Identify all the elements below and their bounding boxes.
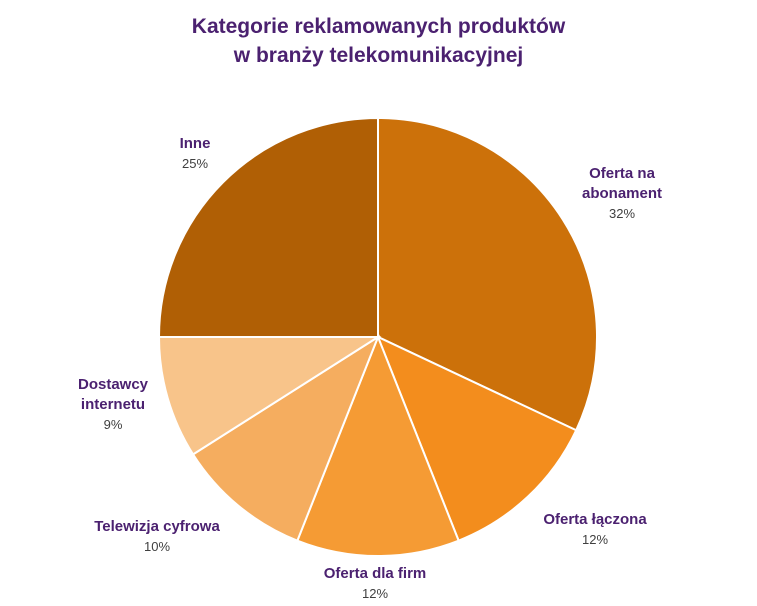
slice-label-3: Oferta dla firm 12% — [324, 565, 427, 601]
slice-label-5: Dostawcy internetu 9% — [78, 376, 149, 432]
chart-title-line-2: w branży telekomunikacyjnej — [233, 44, 524, 67]
slice-label-percent: 12% — [582, 532, 608, 547]
slice-label-name: internetu — [81, 396, 145, 413]
slice-label-percent: 9% — [104, 417, 123, 432]
slice-label-percent: 25% — [182, 156, 208, 171]
chart-title-line-1: Kategorie reklamowanych produktów — [191, 15, 566, 38]
chart-title: Kategorie reklamowanych produktów w bran… — [0, 12, 757, 70]
slice-label-name: Dostawcy — [78, 376, 149, 393]
slice-label-percent: 12% — [362, 586, 388, 601]
slice-label-name: Oferta łączona — [543, 511, 647, 528]
pie-slices — [157, 116, 598, 557]
slice-label-name: Telewizja cyfrowa — [94, 518, 220, 535]
slice-label-name: Oferta dla firm — [324, 565, 427, 582]
slice-label-name: Oferta na — [589, 165, 656, 182]
slice-label-4: Telewizja cyfrowa 10% — [94, 518, 220, 554]
slice-label-name: Inne — [180, 135, 211, 152]
slice-label-percent: 32% — [609, 206, 635, 221]
pie-labels: Oferta na abonament 32%Oferta łączona 12%Of… — [78, 135, 662, 601]
pie-slice-4 — [191, 334, 381, 542]
pie-slice-1 — [377, 116, 598, 432]
slice-label-2: Oferta łączona 12% — [543, 511, 647, 547]
pie-slice-5 — [157, 336, 382, 456]
pie-slice-2 — [376, 335, 578, 542]
pie-slice-6 — [157, 116, 379, 338]
pie-slice-3 — [296, 334, 460, 557]
slice-label-name: abonament — [582, 185, 662, 202]
slice-label-1: Oferta na abonament 32% — [582, 165, 662, 221]
slice-label-6: Inne 25% — [180, 135, 211, 171]
slice-label-percent: 10% — [144, 539, 170, 554]
